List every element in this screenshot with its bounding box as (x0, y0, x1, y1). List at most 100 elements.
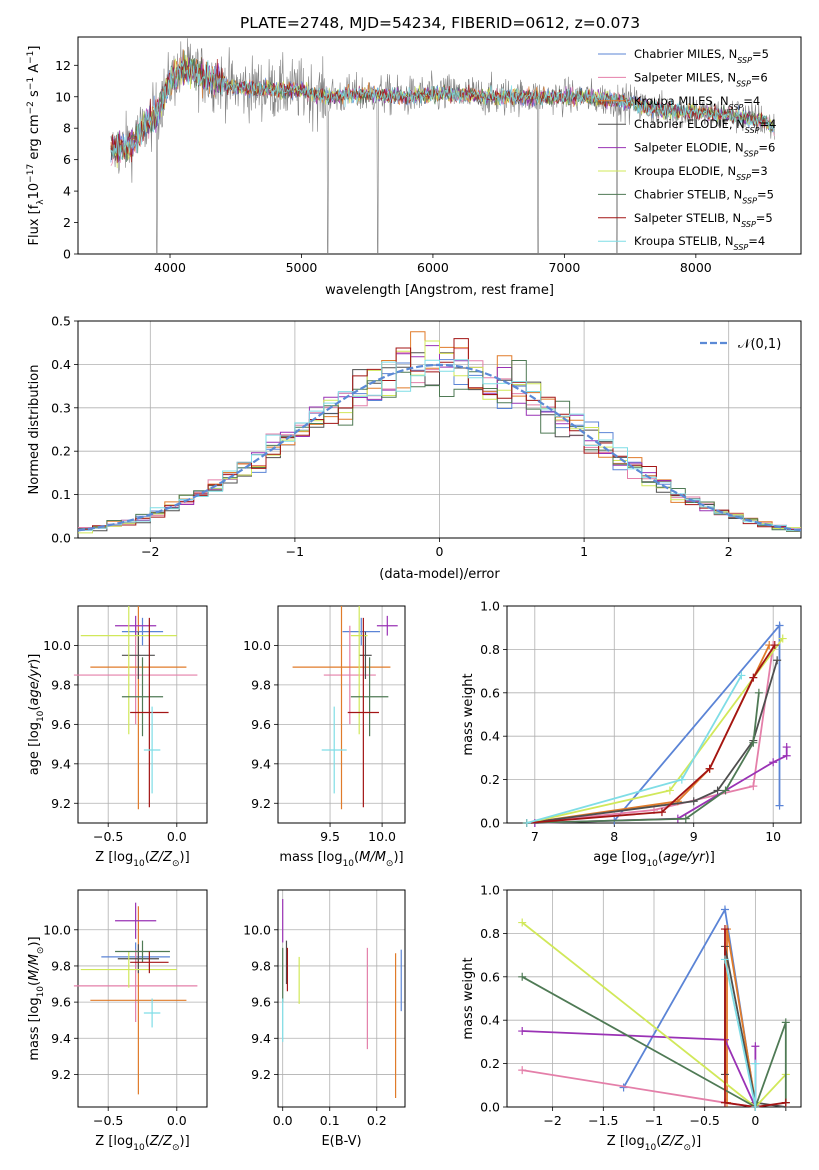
mass-vs-ebv-panel: 0.0 0.1 0.2 9.2 9.4 9.6 9.8 10.0 E(B-V) (243, 889, 406, 1149)
weight_age-ylabel: mass weight (461, 673, 476, 755)
weight_Z-ytick-label: 0.0 (480, 1100, 500, 1115)
marker-kroupa-stelib (522, 819, 531, 827)
spectrum-legend: Chabrier MILES, NSSP=5 Salpeter MILES, NS… (598, 47, 776, 252)
spectrum-model-kroupa-stelib (110, 59, 775, 160)
errorbar-chabrier-miles (121, 617, 164, 646)
figure-title: PLATE=2748, MJD=54234, FIBERID=0612, z=0… (240, 14, 640, 32)
spectrum-ytick-label: 0 (63, 247, 71, 262)
spectrum-axes-frame (77, 36, 802, 255)
spectrum-xtick-label: 5000 (286, 260, 318, 275)
marker-chabrier-elodie (713, 786, 722, 795)
residuals-xtick-label: 1 (580, 544, 588, 559)
age-vs-mass-panel: 9.5 10.0 9.2 9.4 9.6 9.8 10.0 mass [log10(M/M⊙)… (243, 605, 406, 869)
spectrum-xtick-label: 8000 (680, 260, 712, 275)
mass_Z-ytick-label: 9.4 (51, 1031, 71, 1046)
marker-salpeter-elodie (769, 758, 778, 767)
errorbar-kroupa-stelib (143, 706, 161, 794)
mass_ebv-xtick-label: 0.0 (273, 1113, 293, 1128)
weight_age-ytick-label: 1.0 (480, 599, 500, 614)
errorbar-salpeter-miles (73, 625, 198, 725)
mass_Z-ytick-label: 9.8 (51, 958, 71, 973)
weight_age-ytick-label: 0.4 (480, 729, 500, 744)
marker-kroupa-stelib (677, 775, 686, 784)
marker-salpeter-elodie (751, 1042, 760, 1051)
series-kroupa-stelib (522, 671, 746, 827)
errorbar-chabrier-stelib (350, 657, 389, 737)
mass_Z-axes-frame (77, 889, 208, 1108)
residuals-ytick-label: 0.1 (51, 487, 71, 502)
weight_Z-xtick-label: −1.5 (588, 1113, 618, 1128)
spectrum-ylabel: Flux [fλ10−17 erg cm−2 s−1 A−1] (26, 46, 46, 246)
marker-chabrier-elodie (773, 656, 782, 665)
series-kroupa-stelib (720, 955, 760, 1111)
weight_Z-ylabel: mass weight (461, 957, 476, 1039)
weight_Z-ytick-label: 0.4 (480, 1013, 500, 1028)
errorbar-chabrier-stelib (115, 940, 170, 963)
mass_ebv-axes-frame (277, 889, 406, 1108)
weight_Z-ytick-label: 0.6 (480, 969, 500, 984)
age_Z-axes-frame (77, 605, 208, 824)
mass_ebv-ytick-label: 9.6 (251, 995, 271, 1010)
age_mass-ytick-label: 10.0 (243, 638, 271, 653)
marker-kroupa-stelib (751, 1059, 760, 1068)
weight_Z-ytick-label: 1.0 (480, 883, 500, 898)
errorbar-kroupa-elodie (80, 951, 177, 988)
residuals-ytick-label: 0.2 (51, 444, 71, 459)
age_Z-xlabel: Z [log10(Z/Z⊙)] (95, 850, 189, 869)
residuals-ytick-label: 0.5 (51, 314, 71, 329)
normal-curve (78, 363, 801, 532)
mass_ebv-ytick-label: 10.0 (243, 922, 271, 937)
age_mass-ytick-label: 9.8 (251, 677, 271, 692)
residuals-panel: −2 −1 0 1 2 0.0 0.1 0.2 0.3 0.4 0.5 𝒩(0,1) (data-mod… (27, 314, 802, 582)
weight_age-xlabel: age [log10(age/yr)] (593, 850, 715, 869)
marker-salpeter-miles (518, 1066, 527, 1075)
mass_Z-ytick-label: 9.2 (51, 1067, 71, 1082)
spectrum-ytick-label: 8 (63, 121, 71, 136)
marker-chabrier-miles (775, 801, 784, 810)
spectrum-lines (110, 38, 775, 254)
age_Z-ytick-label: 10.0 (43, 638, 71, 653)
errorbar-kroupa-stelib (321, 706, 347, 794)
marker-salpeter-elodie (782, 751, 791, 760)
weight_age-ytick-label: 0.2 (480, 772, 500, 787)
errorbar-salpeter-elodie (115, 615, 157, 636)
marker-salpeter-stelib (749, 673, 758, 682)
legend-label-salpeter-stelib: Salpeter STELIB, NSSP=5 (634, 211, 773, 229)
age_Z-xtick-label: −0.5 (93, 829, 123, 844)
marker-kroupa-elodie (518, 918, 527, 927)
weight_Z-xtick-label: −1 (645, 1113, 663, 1128)
residuals-xlabel: (data-model)/error (379, 567, 500, 582)
weight_age-ytick-label: 0.6 (480, 685, 500, 700)
spectrum-ytick-label: 12 (55, 58, 71, 73)
mass-weight-vs-metallicity-panel: −2 −1.5 −1 −0.5 0 0.0 0.2 0.4 0.6 0.8 1.0 Z [log10(… (461, 883, 802, 1153)
errorbar-salpeter-miles (323, 625, 376, 725)
series-chabrier-miles (619, 905, 760, 1109)
residuals-xtick-label: −2 (141, 544, 159, 559)
marker-chabrier-stelib (749, 738, 758, 747)
mass_Z-ylabel: mass [log10(M/M⊙)] (27, 936, 46, 1060)
mass_ebv-ytick-label: 9.4 (251, 1031, 271, 1046)
marker-kroupa-elodie (778, 634, 787, 643)
marker-salpeter-stelib (770, 641, 779, 650)
series-salpeter-miles (522, 641, 778, 827)
spectrum-ytick-label: 10 (55, 89, 71, 104)
age_Z-ylabel: age [log10(age/yr)] (27, 654, 46, 776)
mass_ebv-ytick-label: 9.2 (251, 1067, 271, 1082)
errorbar-salpeter-stelib (130, 951, 169, 974)
errorbar-kroupa-miles (292, 606, 391, 810)
legend-label-kroupa-elodie: Kroupa ELODIE, NSSP=3 (634, 164, 768, 182)
weight_Z-xtick-label: 0 (751, 1113, 759, 1128)
series-salpeter-elodie (518, 1027, 760, 1111)
age_Z-ytick-label: 9.4 (51, 756, 71, 771)
errorbar-salpeter-elodie (376, 615, 398, 636)
marker-salpeter-stelib (720, 1098, 729, 1107)
mass_Z-ytick-label: 9.6 (51, 995, 71, 1010)
errorbar-salpeter-stelib (347, 617, 379, 808)
series-chabrier-elodie (522, 656, 782, 827)
spectrum-xtick-label: 4000 (154, 260, 186, 275)
legend-label-kroupa-stelib: Kroupa STELIB, NSSP=4 (634, 234, 765, 252)
series-kroupa-miles (722, 925, 760, 1107)
legend-label-chabrier-stelib: Chabrier STELIB, NSSP=5 (634, 187, 774, 205)
marker-kroupa-stelib (737, 671, 746, 680)
